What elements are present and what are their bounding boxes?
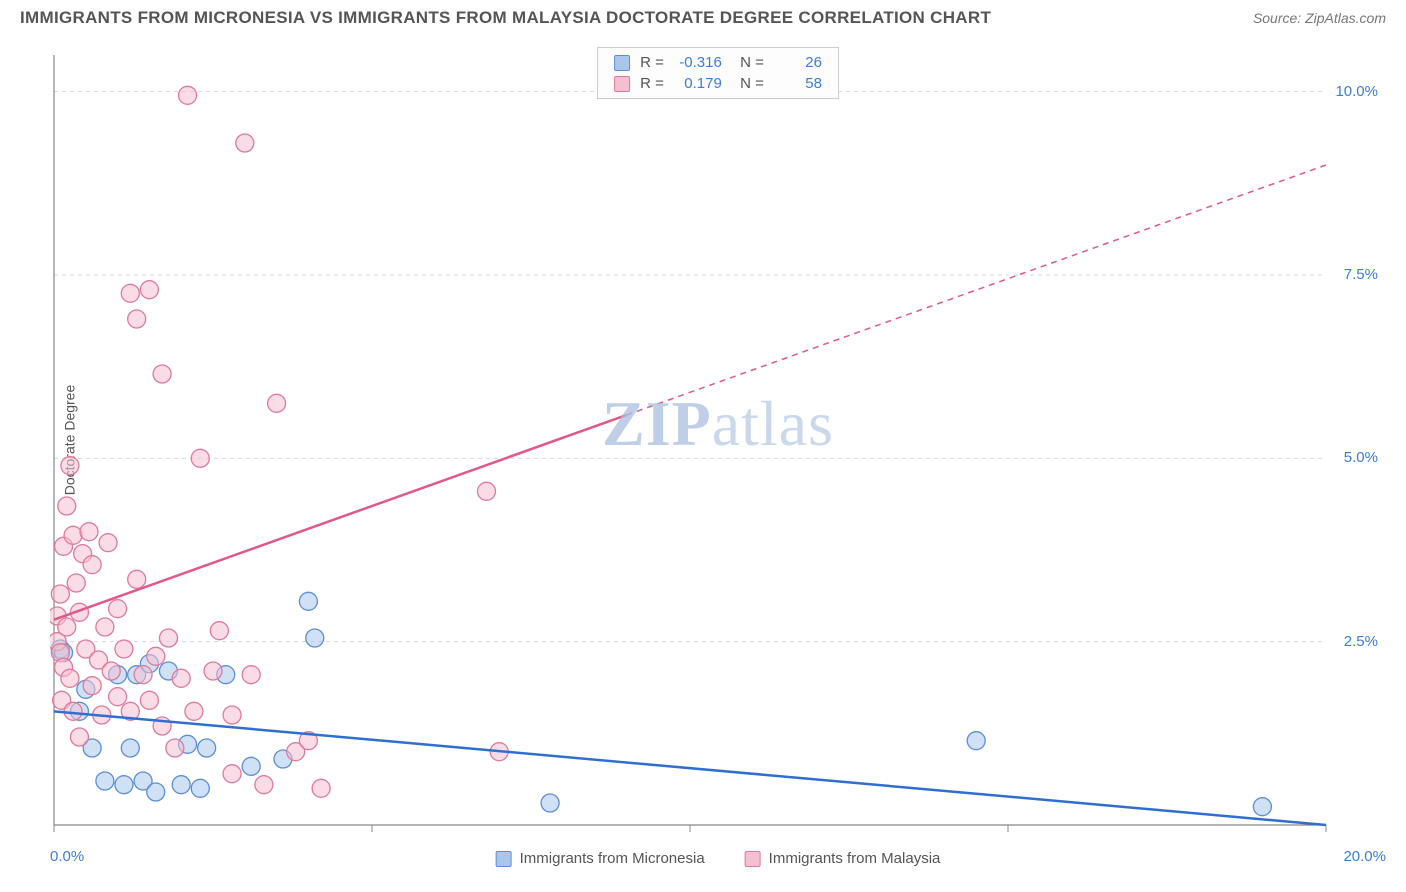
scatter-plot (50, 45, 1386, 835)
series-legend: Immigrants from Micronesia Immigrants fr… (496, 850, 941, 867)
n-label: N = (732, 73, 764, 94)
r-value-1: 0.179 (674, 73, 722, 94)
legend-item-1: Immigrants from Malaysia (745, 850, 941, 867)
y-tick-2: 7.5% (1344, 266, 1378, 283)
legend-item-0: Immigrants from Micronesia (496, 850, 705, 867)
y-tick-0: 2.5% (1344, 633, 1378, 650)
correlation-row-1: R = 0.179 N = 58 (614, 73, 822, 94)
legend-swatch-1 (614, 76, 630, 92)
r-value-0: -0.316 (674, 52, 722, 73)
correlation-legend: R = -0.316 N = 26 R = 0.179 N = 58 (597, 47, 839, 99)
legend-swatch-0 (614, 55, 630, 71)
legend-swatch-malaysia (745, 851, 761, 867)
chart-title: IMMIGRANTS FROM MICRONESIA VS IMMIGRANTS… (20, 8, 991, 28)
legend-label-0: Immigrants from Micronesia (520, 850, 705, 867)
y-tick-1: 5.0% (1344, 449, 1378, 466)
n-value-0: 26 (774, 52, 822, 73)
x-tick-4: 20.0% (1343, 848, 1386, 865)
correlation-row-0: R = -0.316 N = 26 (614, 52, 822, 73)
y-tick-3: 10.0% (1335, 83, 1378, 100)
x-tick-0: 0.0% (50, 848, 84, 865)
legend-swatch-micronesia (496, 851, 512, 867)
chart-area: Doctorate Degree ZIPatlas R = -0.316 N =… (50, 45, 1386, 835)
r-label: R = (640, 73, 664, 94)
r-label: R = (640, 52, 664, 73)
chart-header: IMMIGRANTS FROM MICRONESIA VS IMMIGRANTS… (0, 0, 1406, 32)
n-value-1: 58 (774, 73, 822, 94)
n-label: N = (732, 52, 764, 73)
legend-label-1: Immigrants from Malaysia (769, 850, 941, 867)
source-attribution: Source: ZipAtlas.com (1253, 10, 1386, 26)
